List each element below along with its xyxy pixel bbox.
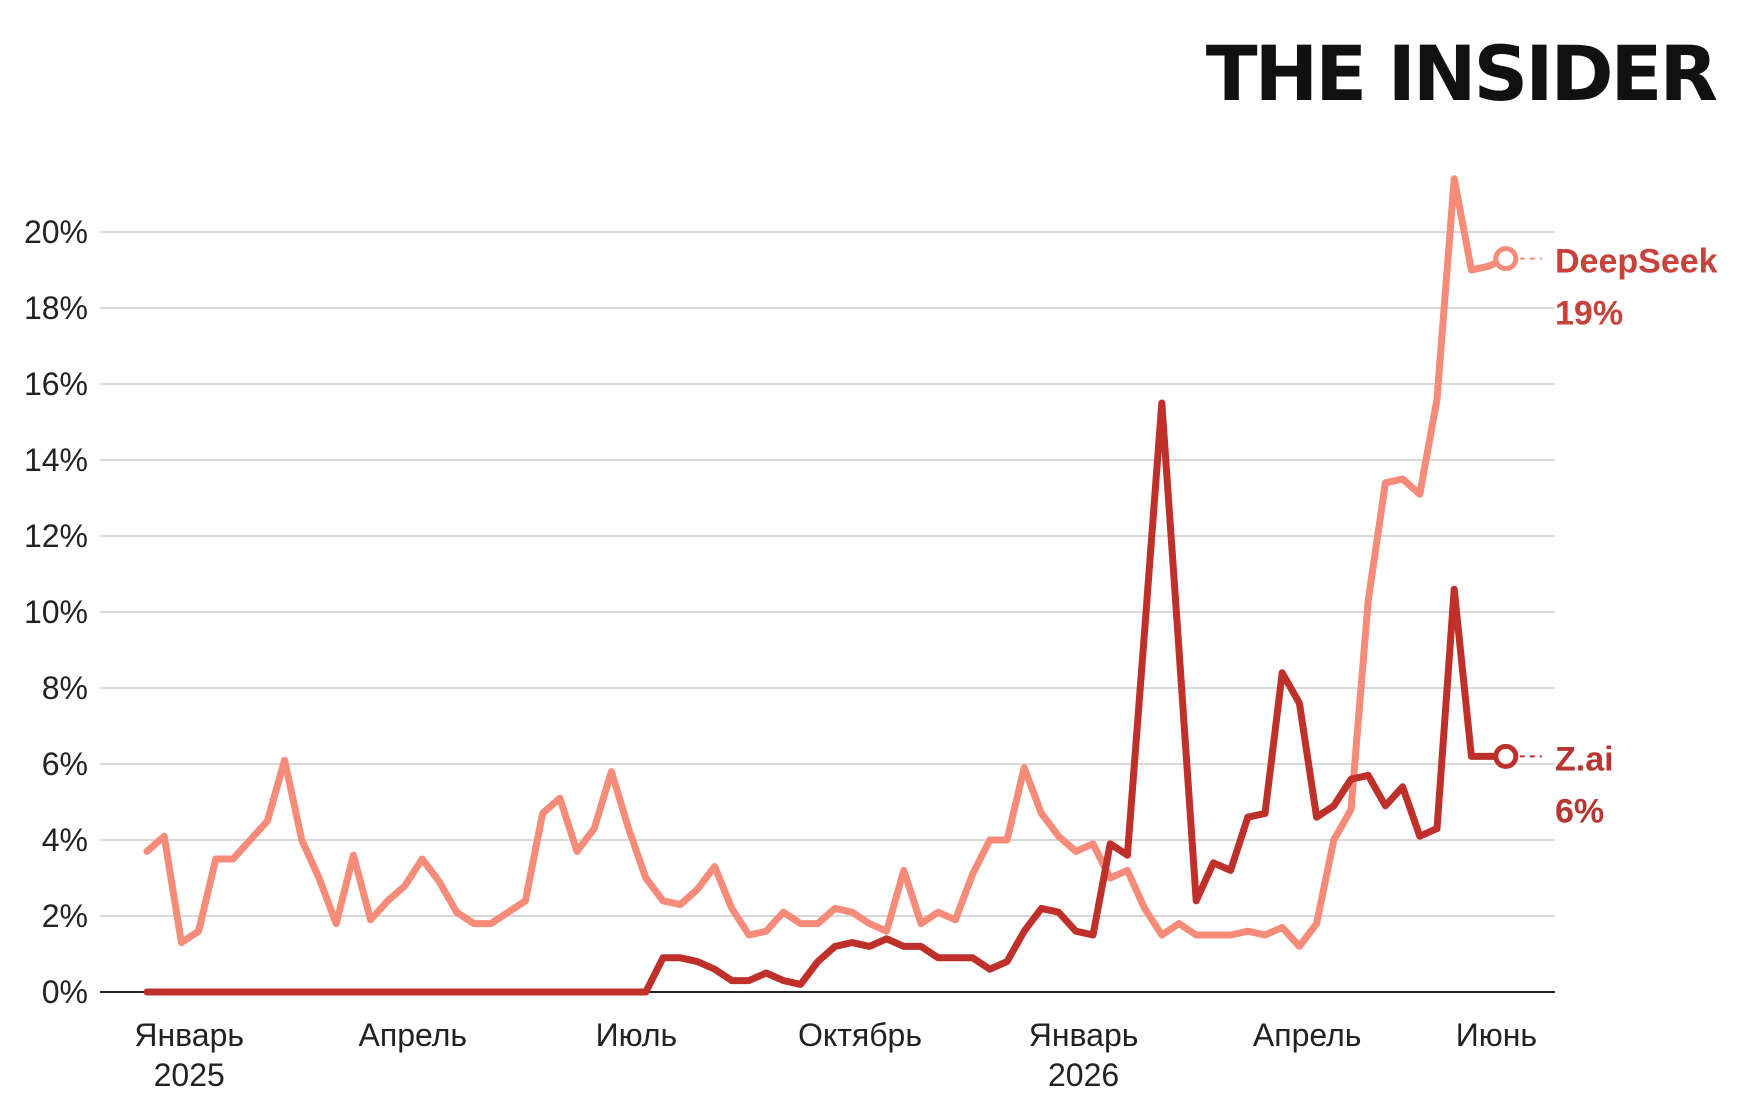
x-tick-label: Июль [596,1017,678,1053]
x-tick-label: Январь [1029,1017,1139,1053]
series-value-label-deepseek: 19% [1555,295,1623,333]
y-tick-label: 12% [24,518,88,554]
series-lines [143,175,1510,996]
x-axis-tick-labels: Январь 2025 Апрель Июль Октябрь Январь 2026 Апр… [134,1017,1537,1093]
x-tick-sublabel: 2026 [1048,1057,1119,1093]
x-tick-label: Июнь [1456,1017,1537,1053]
end-marker-deepseek [1493,246,1519,272]
series-line-deepseek [143,175,1510,950]
y-tick-label: 10% [24,594,88,630]
y-tick-label: 8% [42,670,88,706]
y-tick-label: 18% [24,290,88,326]
series-end-labels: DeepSeek 19% Z.ai 6% [1493,243,1718,830]
x-tick-label: Январь [134,1017,244,1053]
y-tick-label: 0% [42,974,88,1010]
x-tick-label: Апрель [359,1017,468,1053]
x-tick-label: Апрель [1253,1017,1362,1053]
y-tick-label: 4% [42,822,88,858]
series-name-label-zai: Z.ai [1555,740,1614,778]
y-tick-label: 2% [42,898,88,934]
series-line-zai [143,399,1510,996]
y-axis-tick-labels: 0% 2% 4% 6% 8% 10% 12% 14% 16% 18% 20% [24,214,88,1010]
series-value-label-zai: 6% [1555,792,1604,830]
y-tick-label: 6% [42,746,88,782]
series-name-label-deepseek: DeepSeek [1555,243,1718,281]
y-tick-label: 16% [24,366,88,402]
y-tick-label: 20% [24,214,88,250]
x-tick-label: Октябрь [798,1017,922,1053]
y-tick-label: 14% [24,442,88,478]
end-marker-zai [1493,743,1519,769]
brand-logo: THE INSIDER [1206,29,1717,118]
y-gridlines [100,231,1555,993]
x-tick-sublabel: 2025 [154,1057,225,1093]
